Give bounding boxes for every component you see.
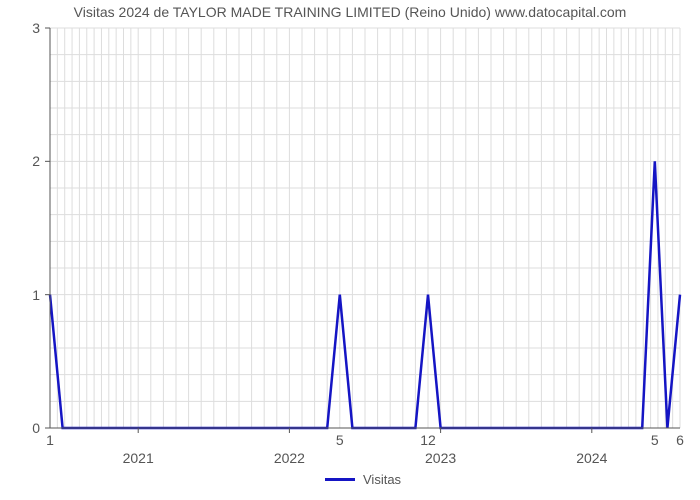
legend-label: Visitas bbox=[363, 472, 401, 487]
x-tick-year: 2024 bbox=[576, 450, 607, 466]
x-tick-year: 2023 bbox=[425, 450, 456, 466]
chart-plot bbox=[50, 28, 680, 428]
point-value-label: 6 bbox=[676, 432, 684, 448]
y-tick-label: 3 bbox=[0, 20, 40, 36]
y-tick-label: 1 bbox=[0, 287, 40, 303]
point-value-label: 12 bbox=[420, 432, 436, 448]
y-tick-label: 0 bbox=[0, 420, 40, 436]
point-value-label: 1 bbox=[46, 432, 54, 448]
point-value-label: 5 bbox=[336, 432, 344, 448]
x-tick-year: 2022 bbox=[274, 450, 305, 466]
chart-title: Visitas 2024 de TAYLOR MADE TRAINING LIM… bbox=[0, 4, 700, 20]
chart-container: { "title": { "text": "Visitas 2024 de TA… bbox=[0, 0, 700, 500]
legend-swatch bbox=[325, 478, 355, 481]
x-tick-year: 2021 bbox=[123, 450, 154, 466]
legend: Visitas bbox=[325, 472, 401, 487]
y-tick-label: 2 bbox=[0, 153, 40, 169]
point-value-label: 5 bbox=[651, 432, 659, 448]
